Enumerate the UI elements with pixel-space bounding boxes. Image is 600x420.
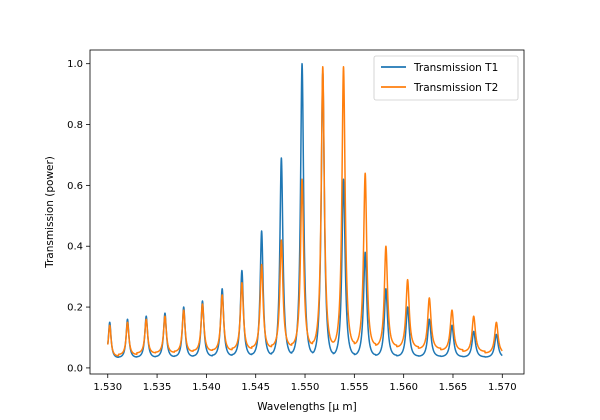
y-tick-label: 1.0 [67,59,83,70]
x-axis-label: Wavelengths [μ m] [257,401,357,413]
x-tick-label: 1.550 [291,382,320,393]
series-line-2 [107,65,503,357]
legend: Transmission T1 Transmission T2 [373,55,519,101]
legend-label-t2: Transmission T2 [413,82,498,94]
y-tick-label: 0.2 [67,303,83,314]
x-tick-label: 1.560 [389,382,418,393]
y-tick-label: 0.8 [67,120,83,131]
y-tick-label: 0.4 [67,242,83,253]
x-tick-label: 1.565 [439,382,468,393]
x-tick-label: 1.535 [143,382,172,393]
legend-label-t1: Transmission T1 [413,62,498,74]
legend-box [373,55,519,101]
x-tick-label: 1.530 [93,382,122,393]
x-tick-label: 1.570 [488,382,517,393]
axes-frame [89,49,525,375]
x-tick-label: 1.555 [340,382,369,393]
x-tick-label: 1.540 [192,382,221,393]
y-axis-label: Transmission (power) [44,156,56,269]
x-axis: 1.530 1.535 1.540 1.545 1.550 1.555 1.560 1.565… [93,374,517,393]
series-layer [107,62,503,359]
y-axis: 0.0 0.2 0.4 0.6 0.8 1.0 [67,59,90,374]
y-tick-label: 0.0 [67,363,83,374]
x-tick-label: 1.545 [241,382,270,393]
y-tick-label: 0.6 [67,181,83,192]
